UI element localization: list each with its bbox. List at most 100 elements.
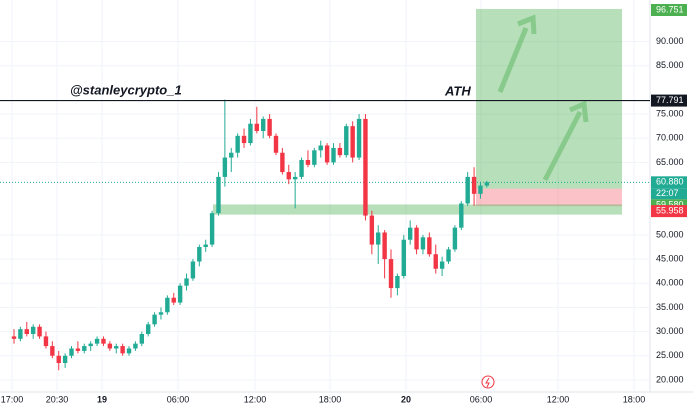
candle-body — [197, 246, 202, 262]
candle-body — [484, 182, 490, 186]
x-tick-label: 20 — [401, 394, 411, 404]
candle-body — [337, 147, 343, 156]
candle-body — [158, 312, 164, 315]
candles-layer — [11, 99, 490, 371]
countdown: 22:07 — [656, 188, 679, 198]
price-label: 59.580 — [656, 200, 684, 210]
y-tick-label: 90.000 — [656, 36, 684, 46]
price-label: 60.880 — [656, 177, 684, 187]
candle-body — [94, 338, 100, 344]
price-label-bg — [651, 4, 687, 16]
event-icon-bolt — [485, 377, 490, 388]
candle-body — [133, 343, 138, 349]
candle-body — [216, 176, 221, 214]
candle-body — [376, 232, 381, 245]
candle-body — [356, 118, 362, 158]
candle-body — [261, 118, 266, 131]
y-tick-label: 30.000 — [656, 326, 684, 336]
x-tick-label: 06:00 — [167, 394, 190, 404]
candle-body — [11, 336, 17, 339]
candle-body — [114, 346, 119, 349]
y-tick-label: 20.000 — [656, 374, 684, 384]
candle-body — [318, 145, 323, 151]
candle-body — [299, 159, 304, 177]
candle-body — [433, 254, 438, 269]
x-tick-label: 17:00 — [1, 394, 24, 404]
candle-body — [152, 314, 157, 325]
candle-body — [273, 135, 279, 153]
candle-body — [414, 227, 419, 250]
candle-body — [478, 185, 483, 194]
candle-body — [88, 343, 93, 347]
overlay-layer — [0, 14, 650, 389]
candle-body — [56, 355, 61, 363]
candle-body — [382, 232, 387, 260]
y-tick-label: 25.000 — [656, 350, 684, 360]
y-tick-label: 45.000 — [656, 253, 684, 263]
background-layer — [0, 0, 650, 392]
candle-body — [24, 329, 29, 334]
candle-body — [363, 118, 368, 216]
event-icon[interactable] — [481, 375, 495, 389]
profit-zone — [476, 8, 622, 189]
candle-body — [427, 237, 432, 255]
candle-body — [30, 326, 36, 334]
candle-body — [190, 261, 196, 279]
candle-body — [459, 203, 464, 228]
y-tick-label: 40.000 — [656, 278, 684, 288]
loss-zone — [476, 188, 622, 207]
candle-body — [50, 346, 55, 356]
x-tick-label: 12:00 — [547, 394, 570, 404]
candle-body — [465, 176, 470, 204]
candle-body — [267, 118, 272, 136]
price-label-bg — [651, 205, 687, 218]
candle-body — [177, 285, 183, 303]
x-tick-label: 20:30 — [46, 394, 69, 404]
candle-body — [203, 244, 208, 247]
candle-body — [452, 227, 458, 250]
price-label: 77.791 — [656, 95, 684, 105]
y-tick-label: 35.000 — [656, 302, 684, 312]
candle-body — [209, 213, 215, 245]
candle-body — [420, 237, 426, 250]
annotation: ATH — [444, 83, 471, 98]
y-tick-label: 75.000 — [656, 108, 684, 118]
candle-body — [18, 329, 23, 339]
candle-body — [248, 123, 253, 144]
candle-body — [69, 348, 74, 356]
candle-body — [62, 355, 68, 363]
candle-body — [235, 135, 240, 153]
candle-body — [171, 297, 176, 303]
candle-body — [165, 297, 170, 313]
x-tick-label: 18:00 — [319, 394, 342, 404]
candle-body — [222, 157, 228, 177]
x-tick-label: 19 — [97, 394, 107, 404]
candle-body — [344, 126, 349, 156]
y-tick-label: 70.000 — [656, 133, 684, 143]
y-tick-label: 85.000 — [656, 60, 684, 70]
candle-body — [101, 338, 106, 344]
countdown-bg — [651, 188, 687, 200]
candle-body — [82, 346, 87, 351]
y-tick-label: 65.000 — [656, 157, 684, 167]
candle-body — [446, 249, 451, 262]
x-tick-label: 12:00 — [244, 394, 267, 404]
candle-body — [229, 152, 234, 158]
candle-body — [139, 333, 144, 344]
candle-body — [369, 215, 375, 245]
candle-body — [439, 261, 445, 269]
candle-body — [350, 126, 355, 158]
candle-body — [395, 275, 400, 289]
candle-body — [37, 326, 42, 337]
candle-body — [43, 336, 49, 347]
price-label-bg — [651, 176, 687, 189]
candle-body — [324, 145, 330, 163]
candle-body — [388, 259, 394, 289]
price-label-bg — [651, 94, 687, 107]
candle-body — [331, 147, 336, 163]
candle-body — [75, 348, 81, 351]
candle-body — [145, 324, 151, 334]
watermark: @stanleycrypto_1 — [70, 82, 182, 97]
y-tick-label: 50.000 — [656, 229, 684, 239]
